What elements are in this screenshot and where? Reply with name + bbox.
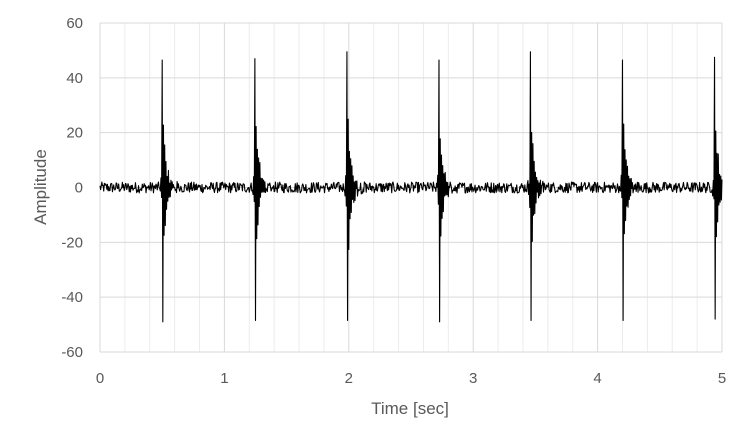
x-tick-label: 2 [345, 370, 353, 387]
x-tick-label: 0 [96, 370, 104, 387]
y-tick-label: 40 [66, 70, 83, 87]
x-tick-labels: 0 1 2 3 4 5 [96, 370, 726, 387]
x-tick-label: 5 [718, 370, 726, 387]
x-axis-label: Time [sec] [371, 399, 449, 418]
y-tick-label: -40 [61, 289, 83, 306]
x-tick-label: 1 [220, 370, 228, 387]
x-tick-label: 3 [469, 370, 477, 387]
x-tick-label: 4 [593, 370, 601, 387]
y-tick-label: 0 [75, 180, 83, 197]
y-tick-label: 60 [66, 15, 83, 32]
y-tick-label: 20 [66, 125, 83, 142]
y-tick-labels: 60 40 20 0 -20 -40 -60 [61, 15, 83, 361]
y-tick-label: -60 [61, 344, 83, 361]
y-axis-label: Amplitude [31, 149, 50, 225]
signal-series-line [99, 51, 723, 323]
y-tick-label: -20 [61, 234, 83, 251]
